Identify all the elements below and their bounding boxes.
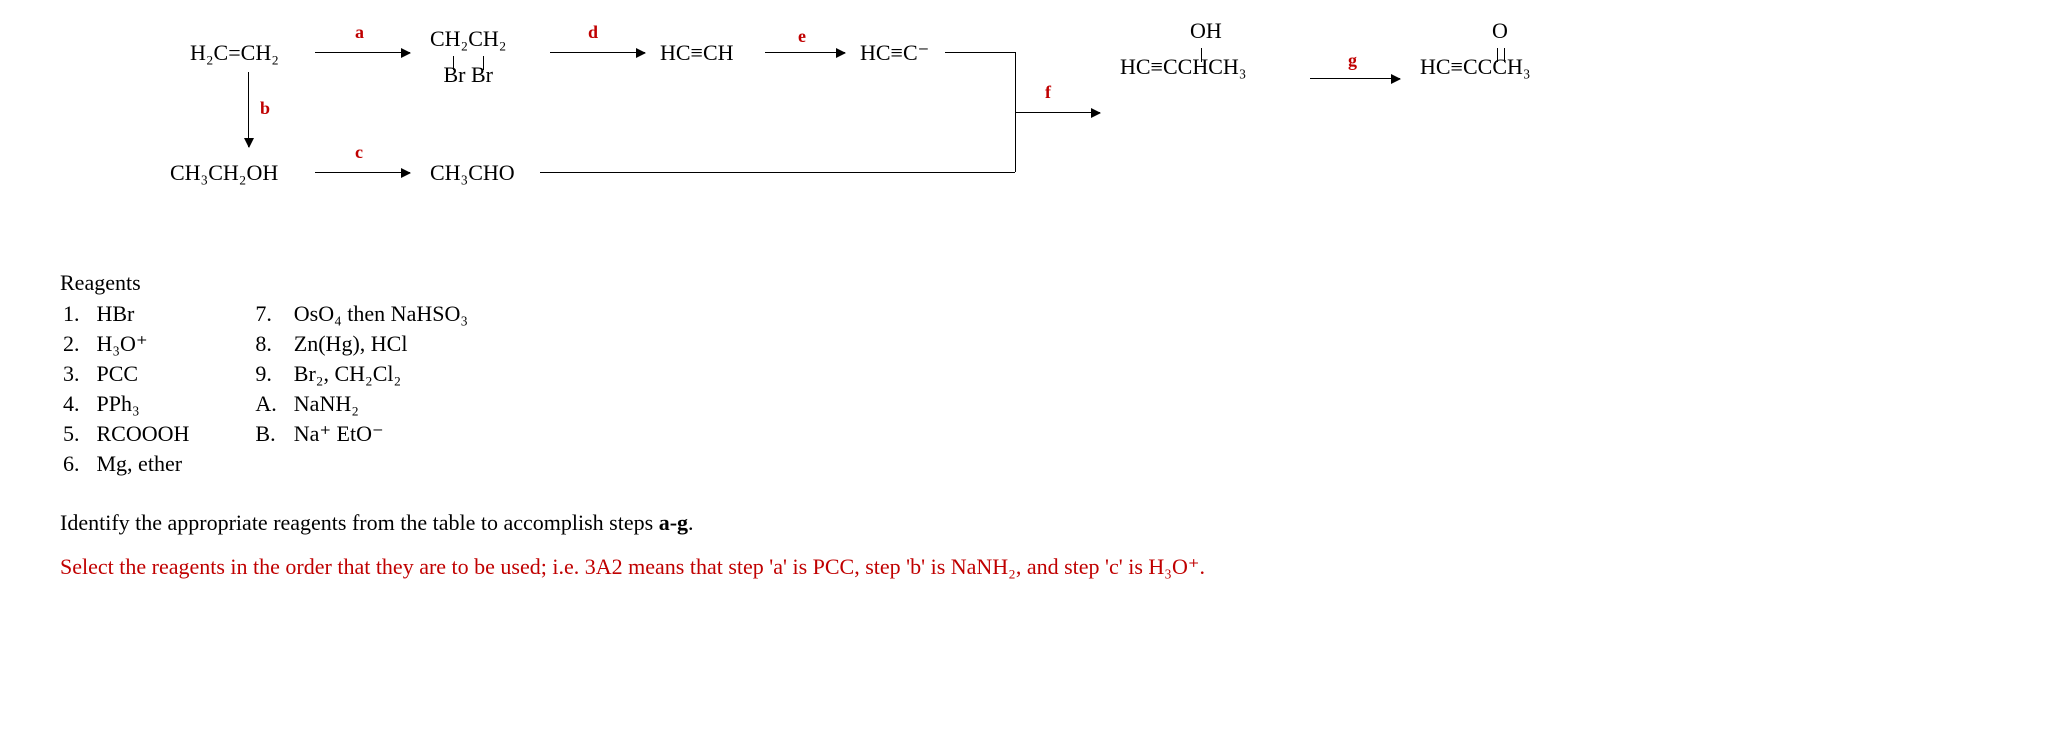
arrow-c	[315, 172, 410, 173]
reagent-row: A.NaNH₂	[254, 390, 469, 418]
arrow-b	[248, 72, 249, 147]
reagent-row: 4.PPh₃	[62, 390, 190, 418]
reagent-num: 9.	[254, 360, 290, 388]
reagent-text: Na⁺ EtO⁻	[293, 420, 469, 448]
arrow-g	[1310, 78, 1400, 79]
reagents-title: Reagents	[60, 270, 2002, 296]
reagent-row: 8.Zn(Hg), HCl	[254, 330, 469, 358]
mol-butynol: OH HC≡CCHCH₃	[1120, 20, 1246, 80]
reagent-num: B.	[254, 420, 290, 448]
reagent-num: 7.	[254, 300, 290, 328]
arrow-f	[1015, 112, 1100, 113]
step-f: f	[1045, 82, 1051, 103]
butynol-main: HC≡CCHCH₃	[1120, 56, 1246, 78]
reagent-text: PPh₃	[96, 390, 191, 418]
dibromo-bot: Br Br	[430, 64, 506, 86]
step-e: e	[798, 26, 806, 47]
butynol-oh: OH	[1120, 20, 1246, 42]
mol-acetylide: HC≡C⁻	[860, 40, 929, 66]
reagent-num: 2.	[62, 330, 94, 358]
reagent-text: HBr	[96, 300, 191, 328]
reagent-num: 1.	[62, 300, 94, 328]
arrow-d	[550, 52, 645, 53]
reagent-num: 4.	[62, 390, 94, 418]
reagent-text: Mg, ether	[96, 450, 191, 478]
arrow-e	[765, 52, 845, 53]
reagent-row: 9.Br₂, CH₂Cl₂	[254, 360, 469, 388]
reagent-text: PCC	[96, 360, 191, 388]
prompt-bold: a-g	[659, 510, 688, 535]
reagent-num: 8.	[254, 330, 290, 358]
reagents-col-2: 7.OsO₄ then NaHSO₃8.Zn(Hg), HCl9.Br₂, CH…	[252, 298, 471, 480]
bracket-top	[945, 52, 1015, 53]
reagent-text: H₃O⁺	[96, 330, 191, 358]
reagents-col-1: 1.HBr2.H₃O⁺3.PCC4.PPh₃5.RCOOOH6.Mg, ethe…	[60, 298, 192, 480]
dibromo-top: CH₂CH₂	[430, 28, 506, 50]
reagent-num: 6.	[62, 450, 94, 478]
reagents-table: Reagents 1.HBr2.H₃O⁺3.PCC4.PPh₃5.RCOOOH6…	[60, 270, 2002, 480]
prompt-pre: Identify the appropriate reagents from t…	[60, 510, 659, 535]
reagent-text: NaNH₂	[293, 390, 469, 418]
mol-butynone: O HC≡CCCH₃	[1420, 20, 1531, 80]
mol-dibromoethane: CH₂CH₂ Br Br	[430, 28, 506, 88]
arrow-a	[315, 52, 410, 53]
step-g: g	[1348, 50, 1357, 71]
prompt-post: .	[688, 510, 694, 535]
question-hint: Select the reagents in the order that th…	[60, 554, 2002, 580]
step-b: b	[260, 98, 270, 119]
reagent-row: 5.RCOOOH	[62, 420, 190, 448]
mol-acetylene: HC≡CH	[660, 40, 734, 66]
bracket-bottom	[540, 172, 1015, 173]
reagent-num: 3.	[62, 360, 94, 388]
question-prompt: Identify the appropriate reagents from t…	[60, 510, 2002, 536]
reagent-row: 6.Mg, ether	[62, 450, 190, 478]
reagent-row: B.Na⁺ EtO⁻	[254, 420, 469, 448]
reagent-row: 2.H₃O⁺	[62, 330, 190, 358]
reagent-num: 5.	[62, 420, 94, 448]
step-d: d	[588, 22, 598, 43]
butynone-o: O	[1420, 20, 1531, 42]
step-c: c	[355, 142, 363, 163]
reagent-text: Zn(Hg), HCl	[293, 330, 469, 358]
mol-ethylene: H₂C=CH₂	[190, 40, 279, 66]
mol-acetaldehyde: CH₃CHO	[430, 160, 515, 186]
reagent-num: A.	[254, 390, 290, 418]
reagent-row: 1.HBr	[62, 300, 190, 328]
reagent-text: RCOOOH	[96, 420, 191, 448]
reagent-row: 7.OsO₄ then NaHSO₃	[254, 300, 469, 328]
reagent-row: 3.PCC	[62, 360, 190, 388]
butynone-main: HC≡CCCH₃	[1420, 56, 1531, 78]
reagent-text: OsO₄ then NaHSO₃	[293, 300, 469, 328]
reaction-scheme: H₂C=CH₂ CH₂CH₂ Br Br HC≡CH HC≡C⁻ OH HC≡C…	[60, 20, 2002, 240]
reagent-text: Br₂, CH₂Cl₂	[293, 360, 469, 388]
step-a: a	[355, 22, 364, 43]
mol-ethanol: CH₃CH₂OH	[170, 160, 278, 186]
